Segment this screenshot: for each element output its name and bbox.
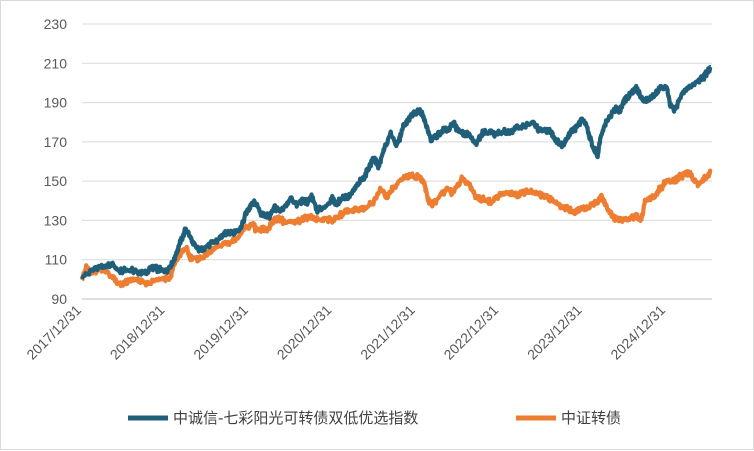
x-tick-label: 2021/12/31 [357, 302, 418, 363]
x-tick-label: 2020/12/31 [274, 302, 335, 363]
legend-label-index: 中诚信-七彩阳光可转债双低优选指数 [173, 409, 418, 427]
y-tick-label: 110 [45, 252, 68, 268]
y-axis-tick-labels: 90 110 130 150 170 190 210 230 [44, 16, 68, 307]
y-tick-label: 150 [44, 173, 68, 189]
x-tick-label: 2019/12/31 [190, 302, 251, 363]
legend-label-convertible: 中证转债 [561, 409, 621, 427]
y-tick-label: 170 [44, 134, 68, 150]
y-tick-label: 210 [44, 55, 68, 71]
y-tick-label: 190 [44, 95, 68, 111]
x-tick-label: 2018/12/31 [107, 302, 168, 363]
series-line-index [80, 65, 713, 280]
y-tick-label: 230 [44, 16, 68, 32]
y-tick-label: 130 [44, 212, 68, 228]
x-tick-label: 2022/12/31 [440, 302, 501, 363]
legend: 中诚信-七彩阳光可转债双低优选指数 中证转债 [128, 409, 621, 427]
series-line-convertible [80, 168, 713, 289]
x-tick-label: 2024/12/31 [607, 302, 668, 363]
x-tick-label: 2023/12/31 [524, 302, 585, 363]
x-axis-tick-labels: 2017/12/31 2018/12/31 2019/12/31 2020/12/31… [23, 302, 668, 363]
x-tick-label: 2017/12/31 [23, 302, 84, 363]
y-tick-label: 90 [51, 291, 67, 307]
series-lines [80, 65, 713, 289]
